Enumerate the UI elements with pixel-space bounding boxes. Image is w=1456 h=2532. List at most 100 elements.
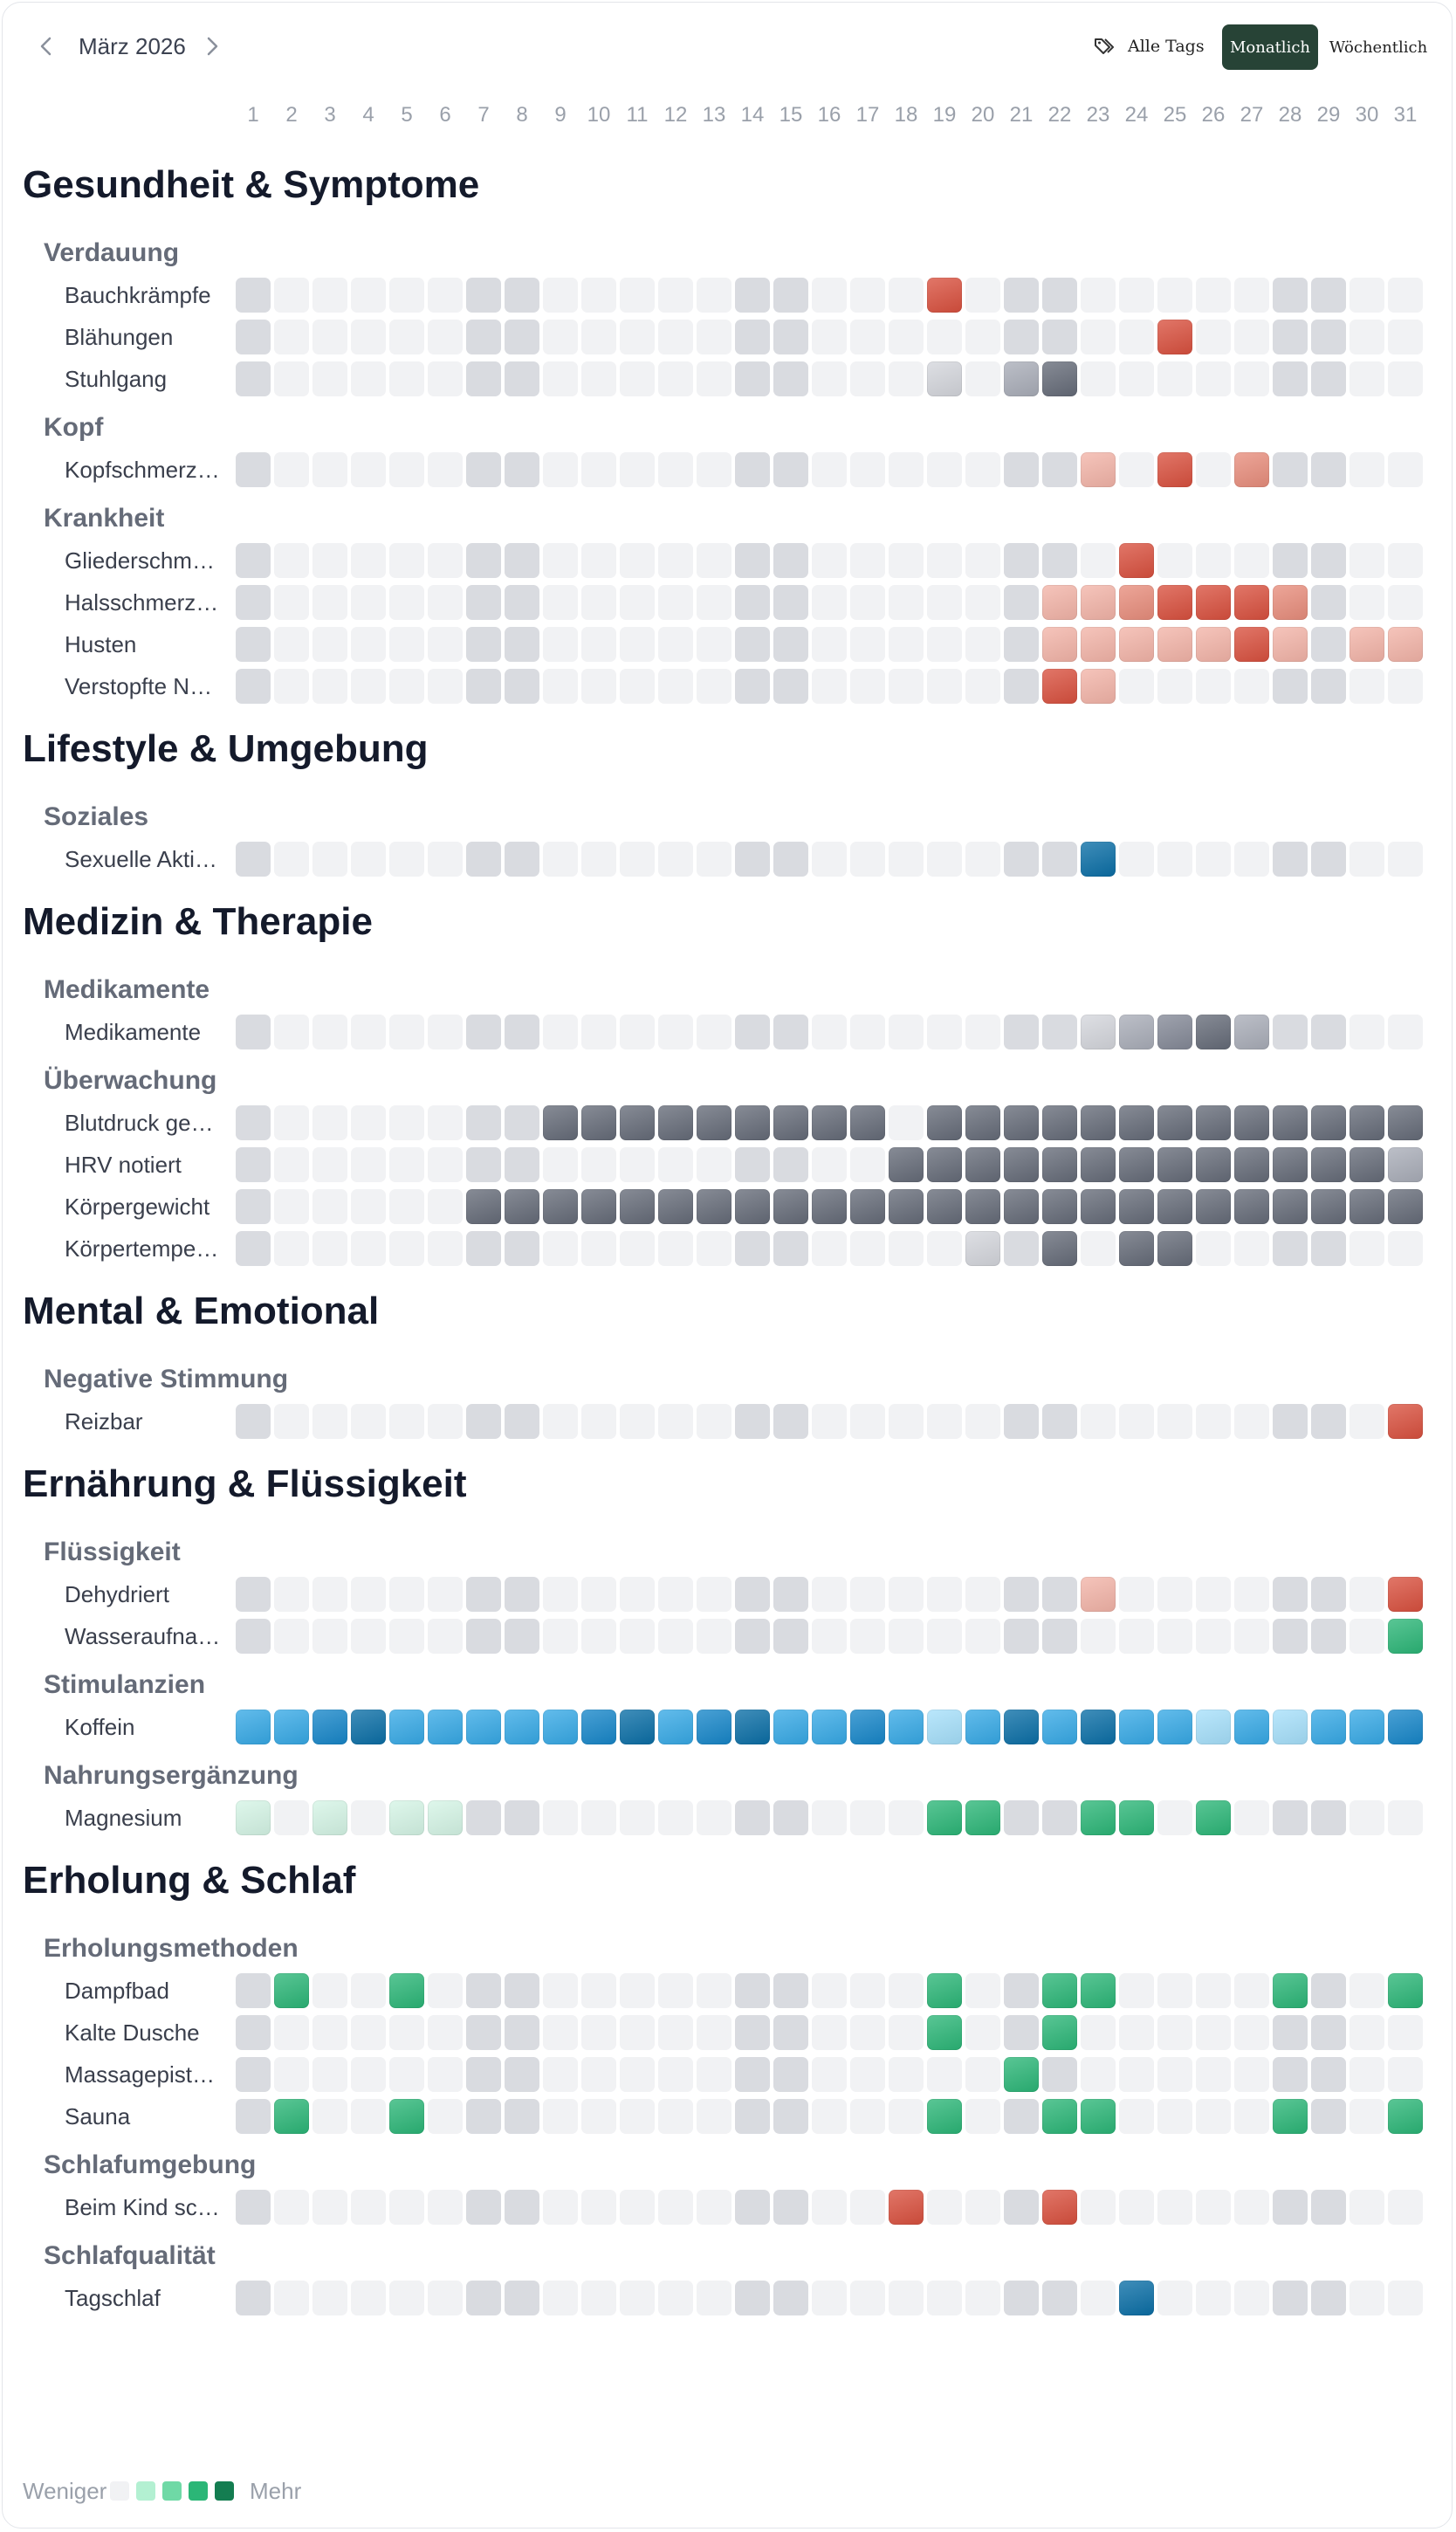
day-cell[interactable] bbox=[428, 2099, 463, 2134]
day-cell[interactable] bbox=[1042, 2099, 1077, 2134]
day-cell[interactable] bbox=[312, 2015, 347, 2050]
day-cell[interactable] bbox=[466, 2057, 501, 2092]
day-cell[interactable] bbox=[428, 627, 463, 662]
tag-row-label[interactable]: Körpertemper… bbox=[65, 1235, 222, 1262]
day-cell[interactable] bbox=[1273, 1710, 1308, 1744]
day-cell[interactable] bbox=[1273, 361, 1308, 396]
day-cell[interactable] bbox=[1042, 2057, 1077, 2092]
day-cell[interactable] bbox=[581, 1105, 616, 1140]
day-cell[interactable] bbox=[1234, 669, 1269, 704]
day-cell[interactable] bbox=[312, 1105, 347, 1140]
day-cell[interactable] bbox=[351, 1015, 386, 1049]
day-cell[interactable] bbox=[1234, 278, 1269, 313]
day-cell[interactable] bbox=[850, 452, 885, 487]
day-cell[interactable] bbox=[236, 669, 271, 704]
day-cell[interactable] bbox=[1311, 1619, 1346, 1654]
day-cell[interactable] bbox=[1081, 2281, 1116, 2315]
day-cell[interactable] bbox=[658, 278, 693, 313]
day-cell[interactable] bbox=[658, 627, 693, 662]
day-cell[interactable] bbox=[1388, 1800, 1423, 1835]
day-cell[interactable] bbox=[1196, 669, 1231, 704]
day-cell[interactable] bbox=[1196, 2190, 1231, 2225]
day-cell[interactable] bbox=[735, 627, 770, 662]
day-cell[interactable] bbox=[850, 2057, 885, 2092]
day-cell[interactable] bbox=[1042, 585, 1077, 620]
day-cell[interactable] bbox=[505, 1577, 539, 1612]
day-cell[interactable] bbox=[505, 1147, 539, 1182]
day-cell[interactable] bbox=[351, 627, 386, 662]
day-cell[interactable] bbox=[697, 1231, 731, 1266]
day-cell[interactable] bbox=[466, 1619, 501, 1654]
day-cell[interactable] bbox=[236, 842, 271, 877]
day-cell[interactable] bbox=[1042, 1800, 1077, 1835]
day-cell[interactable] bbox=[620, 1973, 655, 2008]
tag-row-label[interactable]: Blähungen bbox=[65, 324, 174, 350]
day-cell[interactable] bbox=[812, 2190, 847, 2225]
day-cell[interactable] bbox=[1081, 1800, 1116, 1835]
day-cell[interactable] bbox=[1004, 585, 1039, 620]
day-cell[interactable] bbox=[773, 1710, 808, 1744]
day-cell[interactable] bbox=[1157, 2190, 1192, 2225]
day-cell[interactable] bbox=[773, 278, 808, 313]
day-cell[interactable] bbox=[850, 1105, 885, 1140]
day-cell[interactable] bbox=[1388, 1404, 1423, 1439]
day-cell[interactable] bbox=[351, 543, 386, 578]
day-cell[interactable] bbox=[735, 1105, 770, 1140]
day-cell[interactable] bbox=[389, 320, 424, 354]
day-cell[interactable] bbox=[889, 842, 924, 877]
day-cell[interactable] bbox=[1350, 1015, 1384, 1049]
day-cell[interactable] bbox=[1157, 1231, 1192, 1266]
day-cell[interactable] bbox=[274, 2099, 309, 2134]
day-cell[interactable] bbox=[697, 1800, 731, 1835]
day-cell[interactable] bbox=[428, 1105, 463, 1140]
day-cell[interactable] bbox=[889, 1189, 924, 1224]
day-cell[interactable] bbox=[1311, 1710, 1346, 1744]
day-cell[interactable] bbox=[1273, 585, 1308, 620]
day-cell[interactable] bbox=[697, 842, 731, 877]
day-cell[interactable] bbox=[1004, 2057, 1039, 2092]
day-cell[interactable] bbox=[274, 627, 309, 662]
day-cell[interactable] bbox=[965, 2190, 1000, 2225]
day-cell[interactable] bbox=[505, 1105, 539, 1140]
day-cell[interactable] bbox=[1350, 278, 1384, 313]
day-cell[interactable] bbox=[697, 585, 731, 620]
day-cell[interactable] bbox=[351, 2190, 386, 2225]
day-cell[interactable] bbox=[927, 2057, 962, 2092]
day-cell[interactable] bbox=[312, 278, 347, 313]
day-cell[interactable] bbox=[773, 1800, 808, 1835]
day-cell[interactable] bbox=[312, 669, 347, 704]
day-cell[interactable] bbox=[312, 320, 347, 354]
day-cell[interactable] bbox=[505, 2281, 539, 2315]
day-cell[interactable] bbox=[1311, 278, 1346, 313]
tag-row-label[interactable]: Koffein bbox=[65, 1714, 135, 1740]
day-cell[interactable] bbox=[658, 1973, 693, 2008]
day-cell[interactable] bbox=[389, 2281, 424, 2315]
day-cell[interactable] bbox=[927, 543, 962, 578]
tag-row-label[interactable]: Medikamente bbox=[65, 1019, 202, 1045]
day-cell[interactable] bbox=[620, 543, 655, 578]
day-cell[interactable] bbox=[543, 1973, 578, 2008]
day-cell[interactable] bbox=[1311, 627, 1346, 662]
day-cell[interactable] bbox=[889, 1619, 924, 1654]
day-cell[interactable] bbox=[1350, 842, 1384, 877]
day-cell[interactable] bbox=[889, 1015, 924, 1049]
day-cell[interactable] bbox=[351, 1577, 386, 1612]
day-cell[interactable] bbox=[1234, 2190, 1269, 2225]
day-cell[interactable] bbox=[658, 1800, 693, 1835]
day-cell[interactable] bbox=[1196, 627, 1231, 662]
day-cell[interactable] bbox=[1273, 1973, 1308, 2008]
day-cell[interactable] bbox=[466, 1710, 501, 1744]
day-cell[interactable] bbox=[1388, 842, 1423, 877]
day-cell[interactable] bbox=[1234, 2015, 1269, 2050]
day-cell[interactable] bbox=[581, 1619, 616, 1654]
day-cell[interactable] bbox=[1042, 2015, 1077, 2050]
day-cell[interactable] bbox=[812, 1147, 847, 1182]
day-cell[interactable] bbox=[1081, 1231, 1116, 1266]
day-cell[interactable] bbox=[1042, 361, 1077, 396]
day-cell[interactable] bbox=[236, 1015, 271, 1049]
day-cell[interactable] bbox=[965, 2099, 1000, 2134]
day-cell[interactable] bbox=[1311, 2057, 1346, 2092]
day-cell[interactable] bbox=[312, 1404, 347, 1439]
day-cell[interactable] bbox=[850, 669, 885, 704]
day-cell[interactable] bbox=[1157, 1189, 1192, 1224]
